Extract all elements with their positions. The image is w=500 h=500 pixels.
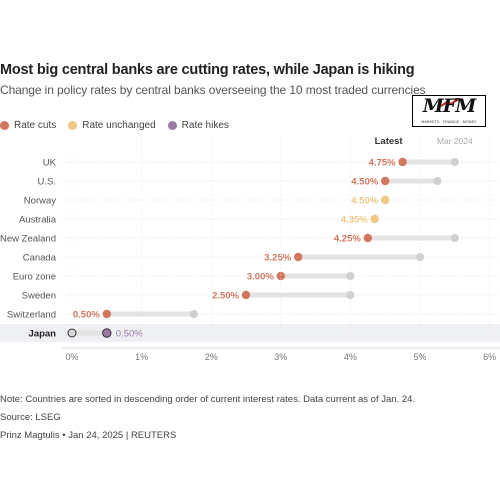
chart-title: Most big central banks are cutting rates… — [0, 62, 415, 78]
legend-item-rate-unchanged: Rate unchanged — [68, 120, 156, 131]
latest-rate-dot — [370, 214, 379, 224]
value-label: 4.25% — [334, 234, 361, 245]
legend-label-hikes: Rate hikes — [181, 120, 229, 131]
column-label-previous: Mar 2024 — [437, 136, 473, 146]
value-label: 4.50% — [351, 196, 378, 207]
latest-rate-dot — [241, 290, 251, 300]
logo-arrow-icon — [440, 98, 460, 107]
logo-text: MFM — [422, 95, 477, 117]
previous-rate-dot — [450, 158, 459, 166]
category-label: Norway — [24, 196, 56, 207]
value-label: 4.75% — [369, 158, 396, 169]
chart-subtitle: Change in policy rates by central banks … — [0, 83, 426, 97]
dot-plot-chart: Latest Mar 2024 UK 4.75% U.S. 4.50% Norway 4.50… — [0, 136, 500, 362]
x-tick-label: 1% — [135, 352, 148, 362]
previous-rate-dot — [450, 234, 459, 242]
value-label: 3.00% — [247, 272, 274, 283]
value-label: 4.35% — [341, 215, 368, 226]
value-label: 3.25% — [264, 253, 291, 264]
legend-label-unchanged: Rate unchanged — [82, 120, 156, 131]
logo-subtext: MARKETS · FINANCE · MONEY — [421, 120, 477, 124]
latest-rate-dot — [294, 252, 303, 262]
category-label: Australia — [19, 215, 57, 226]
column-label-latest: Latest — [375, 136, 404, 147]
legend-dot-unchanged — [68, 121, 78, 130]
highlight-row-band — [0, 324, 500, 342]
value-label: 0.50% — [73, 310, 100, 321]
latest-rate-dot — [102, 328, 112, 338]
category-label: Japan — [29, 329, 57, 340]
latest-rate-dot — [381, 195, 390, 205]
previous-rate-dot — [189, 310, 198, 318]
chart-legend: Rate cuts Rate unchanged Rate hikes — [0, 120, 229, 131]
category-label: Canada — [23, 253, 57, 264]
category-label: New Zealand — [0, 234, 56, 245]
latest-rate-dot — [381, 176, 390, 186]
value-label: 4.50% — [351, 177, 378, 188]
x-tick-label: 6% — [483, 352, 496, 362]
legend-item-rate-hikes: Rate hikes — [167, 120, 229, 131]
previous-rate-dot — [67, 328, 77, 338]
latest-rate-dot — [398, 157, 407, 167]
x-tick-label: 5% — [413, 352, 426, 362]
x-tick-label: 3% — [274, 352, 287, 362]
legend-item-rate-cuts: Rate cuts — [0, 120, 56, 131]
chart-credit: Prinz Magtulis • Jan 24, 2025 | REUTERS — [0, 430, 177, 441]
category-label: Sweden — [22, 291, 56, 302]
category-label: Switzerland — [7, 310, 56, 321]
legend-dot-cuts — [0, 121, 9, 130]
category-label: Euro zone — [13, 272, 56, 283]
legend-dot-hikes — [167, 121, 177, 130]
value-label: 0.50% — [116, 329, 143, 340]
value-label: 2.50% — [212, 291, 239, 302]
previous-rate-dot — [346, 291, 355, 299]
x-tick-label: 0% — [65, 352, 78, 362]
latest-rate-dot — [102, 309, 112, 319]
legend-label-cuts: Rate cuts — [14, 120, 57, 131]
category-label: U.S. — [38, 177, 56, 188]
mfm-logo: MFM MARKETS · FINANCE · MONEY — [412, 95, 486, 127]
x-tick-label: 2% — [205, 352, 218, 362]
chart-source: Source: LSEG — [0, 412, 61, 423]
latest-rate-dot — [363, 233, 372, 243]
chart-note: Note: Countries are sorted in descending… — [0, 394, 416, 405]
previous-rate-dot — [433, 177, 442, 185]
category-label: UK — [43, 158, 57, 169]
x-tick-label: 4% — [344, 352, 357, 362]
